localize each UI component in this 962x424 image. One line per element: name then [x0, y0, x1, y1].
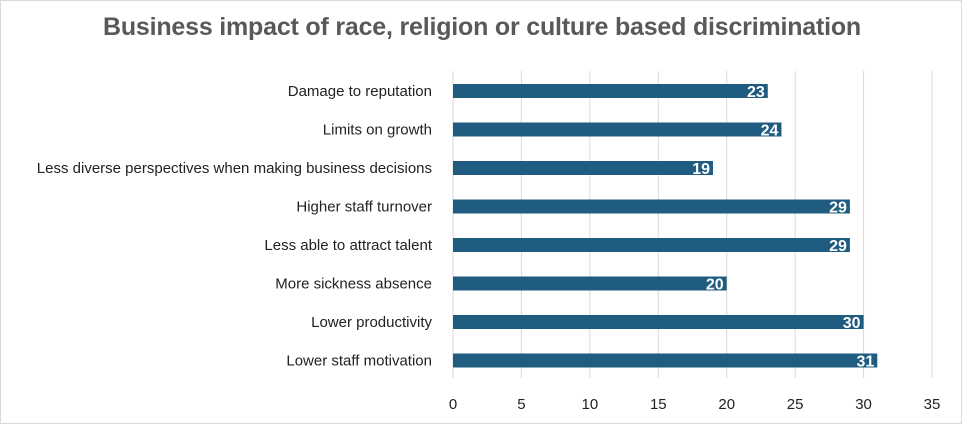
data-label: 20 — [706, 277, 724, 294]
bar — [453, 199, 850, 214]
category-label: Higher staff turnover — [296, 199, 432, 216]
bar — [453, 276, 727, 291]
bar — [453, 122, 782, 137]
data-label: 23 — [747, 84, 765, 101]
data-label: 29 — [829, 238, 847, 255]
x-tick-label: 30 — [855, 396, 872, 413]
x-tick-label: 25 — [787, 396, 804, 413]
bar — [453, 238, 850, 252]
data-label: 31 — [856, 354, 874, 371]
category-label: Lower productivity — [311, 314, 432, 331]
x-tick-label: 20 — [718, 396, 735, 413]
data-label: 30 — [843, 315, 861, 332]
data-label: 29 — [829, 200, 847, 217]
x-tick-label: 35 — [924, 396, 941, 413]
x-tick-label: 10 — [582, 396, 599, 413]
x-tick-label: 15 — [650, 396, 667, 413]
bar — [453, 315, 864, 329]
category-label: Less able to attract talent — [264, 237, 432, 254]
bar — [453, 161, 714, 175]
category-label: More sickness absence — [275, 276, 432, 293]
data-label: 19 — [692, 161, 710, 178]
bar — [453, 84, 768, 98]
category-label: Limits on growth — [323, 122, 432, 139]
x-tick-label: 5 — [517, 396, 525, 413]
category-label: Damage to reputation — [288, 83, 432, 100]
x-tick-label: 0 — [449, 396, 457, 413]
category-label: Less diverse perspectives when making bu… — [37, 160, 432, 177]
chart-title: Business impact of race, religion or cul… — [102, 13, 862, 41]
data-label: 24 — [761, 123, 779, 140]
bar — [453, 353, 878, 368]
category-label: Lower staff motivation — [286, 353, 432, 370]
